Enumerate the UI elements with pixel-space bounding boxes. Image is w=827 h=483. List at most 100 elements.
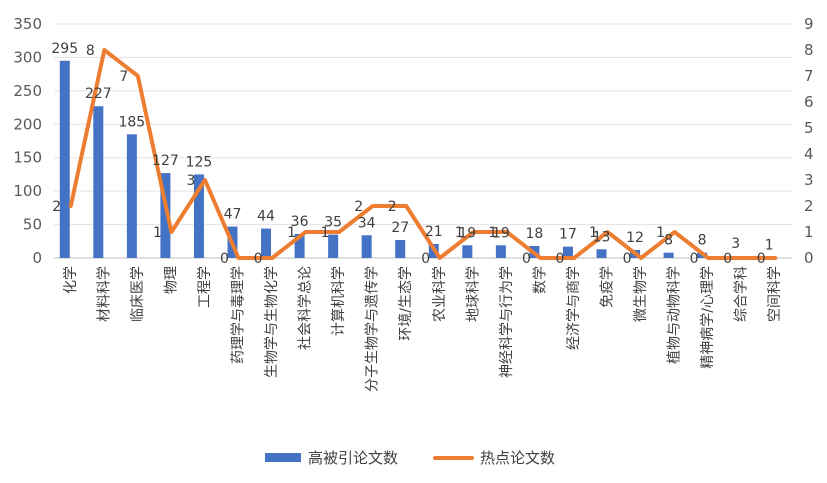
y-tick-label: 350	[13, 15, 42, 33]
category-label: 植物与动物科学	[667, 266, 683, 364]
y-tick-label: 100	[13, 182, 42, 200]
line-data-label: 8	[86, 43, 95, 59]
bar	[294, 233, 305, 258]
y-tick-label: 300	[13, 48, 42, 66]
category-label: 免疫学	[600, 266, 616, 308]
bar	[663, 252, 674, 258]
category-label: 分子生物学与遗传学	[365, 266, 381, 392]
line-data-label: 0	[757, 251, 766, 267]
line-data-label: 0	[723, 251, 732, 267]
line-data-label: 1	[656, 225, 665, 241]
bar-data-label: 3	[731, 236, 740, 252]
bar	[395, 239, 406, 258]
bar	[59, 60, 70, 259]
bar	[93, 106, 104, 258]
bar-data-label: 47	[224, 207, 242, 223]
legend-label-line: 热点论文数	[480, 449, 555, 467]
legend: 高被引论文数 热点论文数	[265, 449, 555, 467]
bar-data-label: 125	[186, 154, 213, 170]
legend-label-bar: 高被引论文数	[308, 449, 398, 467]
line-data-label: 1	[455, 225, 464, 241]
line-data-label: 7	[119, 69, 128, 85]
line-data-label: 1	[488, 225, 497, 241]
bar	[596, 249, 607, 258]
line-data-label: 2	[52, 199, 61, 215]
line-data-label: 3	[186, 173, 195, 189]
x-axis: 化学 材料科学 临床医学 物理 工程学 药理学与毒理学 生物学与生物化学 社会科学总论 计算机科…	[63, 266, 783, 392]
bar-data-label: 8	[698, 233, 707, 249]
y-tick-label: 250	[13, 82, 42, 100]
legend-swatch-bar	[265, 453, 301, 462]
bar	[160, 173, 171, 258]
bar-data-label: 27	[391, 220, 409, 236]
category-label: 临床医学	[130, 266, 146, 322]
category-label: 环境/生态学	[398, 266, 414, 341]
line-data-label: 2	[354, 199, 363, 215]
bar-data-label: 227	[85, 86, 112, 102]
category-label: 神经科学与行为学	[499, 266, 515, 378]
y2-tick-label: 9	[804, 15, 814, 33]
bar-data-label: 17	[559, 227, 577, 243]
category-label: 工程学	[197, 266, 213, 308]
bar-data-label: 295	[51, 41, 78, 57]
category-label: 化学	[63, 266, 79, 294]
bar-data-label: 13	[593, 229, 611, 245]
bar	[361, 235, 372, 258]
bar-data-label: 21	[425, 224, 443, 240]
line-data-label: 0	[421, 251, 430, 267]
y2-tick-label: 0	[804, 249, 814, 267]
bar-data-label: 35	[324, 215, 342, 231]
bar	[261, 228, 272, 258]
bar-data-label: 36	[291, 214, 309, 230]
category-label: 药理学与毒理学	[231, 266, 247, 364]
line-data-label: 0	[254, 251, 263, 267]
y-axis-right: 0 1 2 3 4 5 6 7 8 9	[804, 15, 814, 267]
bar	[495, 245, 506, 258]
y-tick-label: 200	[13, 115, 42, 133]
bar-data-label: 185	[118, 114, 145, 130]
line-data-label: 0	[623, 251, 632, 267]
y2-tick-label: 5	[804, 119, 814, 137]
category-label: 数学	[532, 266, 548, 294]
bar-data-label: 1	[765, 237, 774, 253]
y2-tick-label: 2	[804, 197, 814, 215]
category-label: 经济学与商学	[566, 266, 582, 350]
y2-tick-label: 7	[804, 67, 814, 85]
line-data-label: 0	[555, 251, 564, 267]
bar-data-label: 18	[525, 226, 543, 242]
bar	[562, 246, 573, 258]
category-label: 综合学科	[734, 266, 750, 322]
bar-data-label: 127	[152, 153, 179, 169]
bar-data-label: 12	[626, 230, 644, 246]
line-data-label: 0	[220, 251, 229, 267]
bar-data-label: 19	[458, 225, 476, 241]
category-label: 精神病学/心理学	[700, 266, 716, 369]
category-label: 微生物学	[633, 266, 649, 322]
line-series	[68, 48, 778, 260]
category-label: 地球科学	[465, 266, 481, 322]
bar	[328, 234, 339, 258]
bar-data-label: 34	[358, 215, 376, 231]
y-tick-label: 50	[23, 216, 42, 234]
category-label: 物理	[163, 266, 179, 294]
bar	[193, 174, 204, 258]
bar	[126, 134, 137, 258]
line-data-label: 0	[522, 251, 531, 267]
line-data-label: 1	[589, 225, 598, 241]
line-data-label: 0	[690, 251, 699, 267]
line-data-label: 1	[321, 225, 330, 241]
category-label: 空间科学	[767, 266, 783, 322]
y2-tick-label: 1	[804, 223, 814, 241]
y-axis-left: 0 50 100 150 200 250 300 350	[13, 15, 42, 267]
bar-data-label: 44	[257, 209, 275, 225]
category-label: 计算机科学	[331, 266, 347, 336]
category-label: 社会科学总论	[298, 266, 314, 350]
bar-data-label: 19	[492, 225, 510, 241]
bar	[462, 245, 473, 258]
series-line	[68, 48, 778, 260]
line-data-label: 1	[287, 225, 296, 241]
y-tick-label: 0	[32, 249, 42, 267]
y2-tick-label: 6	[804, 93, 814, 111]
